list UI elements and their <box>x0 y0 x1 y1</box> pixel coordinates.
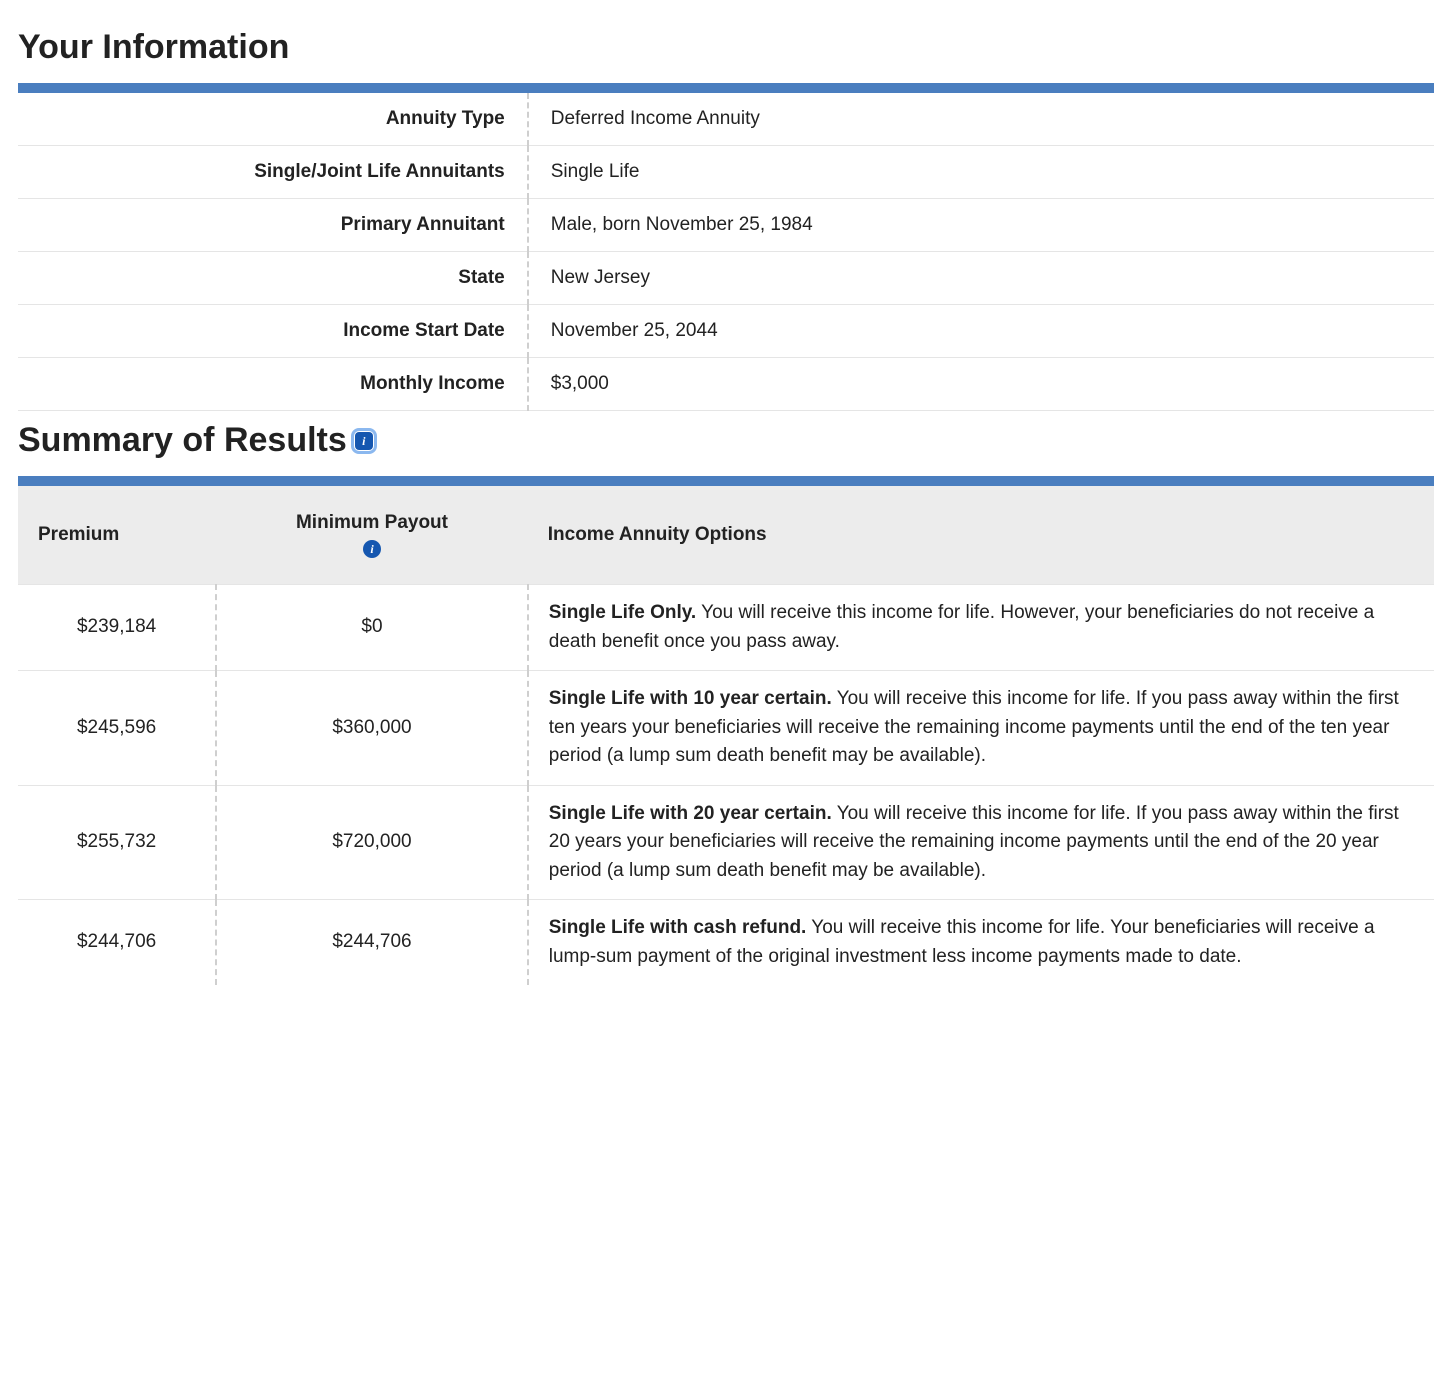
cell-premium: $239,184 <box>18 585 216 671</box>
cell-premium: $244,706 <box>18 900 216 986</box>
col-header-payout-text: Minimum Payout <box>296 512 448 534</box>
results-row: $244,706 $244,706 Single Life with cash … <box>18 900 1434 986</box>
cell-options: Single Life Only. You will receive this … <box>528 585 1434 671</box>
info-icon[interactable]: i <box>355 432 373 450</box>
accent-bar <box>18 83 1434 93</box>
cell-options: Single Life with 20 year certain. You wi… <box>528 785 1434 900</box>
heading-summary-results: Summary of Results i <box>18 421 1434 460</box>
heading-summary-results-text: Summary of Results <box>18 421 347 460</box>
accent-bar <box>18 476 1434 486</box>
info-row: Single/Joint Life Annuitants Single Life <box>18 146 1434 199</box>
info-label: Primary Annuitant <box>18 199 528 252</box>
info-value: $3,000 <box>528 358 1434 411</box>
results-row: $245,596 $360,000 Single Life with 10 ye… <box>18 671 1434 786</box>
option-title: Single Life Only. <box>549 602 696 623</box>
info-icon[interactable]: i <box>363 540 381 558</box>
info-row: Annuity Type Deferred Income Annuity <box>18 93 1434 146</box>
info-label: Income Start Date <box>18 305 528 358</box>
option-title: Single Life with 10 year certain. <box>549 688 832 709</box>
info-row: Income Start Date November 25, 2044 <box>18 305 1434 358</box>
info-label: State <box>18 252 528 305</box>
info-value: Single Life <box>528 146 1434 199</box>
info-label: Single/Joint Life Annuitants <box>18 146 528 199</box>
info-row: State New Jersey <box>18 252 1434 305</box>
cell-payout: $0 <box>216 585 528 671</box>
info-row: Monthly Income $3,000 <box>18 358 1434 411</box>
info-row: Primary Annuitant Male, born November 25… <box>18 199 1434 252</box>
info-value: November 25, 2044 <box>528 305 1434 358</box>
info-value: New Jersey <box>528 252 1434 305</box>
cell-premium: $245,596 <box>18 671 216 786</box>
cell-payout: $360,000 <box>216 671 528 786</box>
col-header-options: Income Annuity Options <box>528 486 1434 585</box>
results-header-row: Premium Minimum Payout i Income Annuity … <box>18 486 1434 585</box>
results-table: Premium Minimum Payout i Income Annuity … <box>18 486 1434 985</box>
info-value: Male, born November 25, 1984 <box>528 199 1434 252</box>
results-row: $239,184 $0 Single Life Only. You will r… <box>18 585 1434 671</box>
col-header-premium: Premium <box>18 486 216 585</box>
info-table: Annuity Type Deferred Income Annuity Sin… <box>18 93 1434 411</box>
option-title: Single Life with 20 year certain. <box>549 803 832 824</box>
cell-options: Single Life with 10 year certain. You wi… <box>528 671 1434 786</box>
col-header-payout: Minimum Payout i <box>216 486 528 585</box>
option-title: Single Life with cash refund. <box>549 917 807 938</box>
cell-payout: $720,000 <box>216 785 528 900</box>
heading-your-information: Your Information <box>18 28 1434 67</box>
info-value: Deferred Income Annuity <box>528 93 1434 146</box>
info-label: Annuity Type <box>18 93 528 146</box>
info-label: Monthly Income <box>18 358 528 411</box>
results-row: $255,732 $720,000 Single Life with 20 ye… <box>18 785 1434 900</box>
cell-payout: $244,706 <box>216 900 528 986</box>
cell-options: Single Life with cash refund. You will r… <box>528 900 1434 986</box>
cell-premium: $255,732 <box>18 785 216 900</box>
